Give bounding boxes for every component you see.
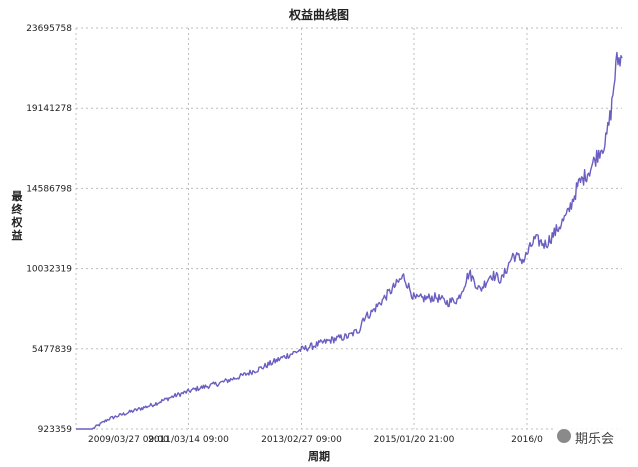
- y-tick-label: 19141278: [26, 104, 72, 114]
- watermark: 期乐会: [554, 426, 634, 447]
- y-tick-label: 923359: [38, 425, 73, 435]
- grid-lines: [75, 27, 622, 430]
- x-tick-label: 2011/03/14 09:00: [148, 435, 229, 445]
- y-axis-label: 最终权益: [11, 190, 23, 242]
- x-tick-label: 2009/03/27 09:00: [88, 435, 169, 445]
- chart-title: 权益曲线图: [288, 8, 349, 22]
- x-tick-label: 2015/01/20 21:00: [374, 435, 455, 445]
- y-tick-label: 23695758: [26, 24, 72, 34]
- y-tick-labels: 923359 5477839 10032319 14586798 19141278 236…: [26, 24, 72, 435]
- watermark-text: 期乐会: [575, 432, 615, 447]
- y-tick-label: 14586798: [26, 184, 72, 194]
- series-line: [76, 51, 623, 430]
- x-tick-label: 2016/0: [511, 435, 543, 445]
- y-tick-label: 10032319: [26, 265, 72, 275]
- x-axis-label: 周期: [308, 450, 330, 463]
- x-tick-label: 2013/02/27 09:00: [261, 435, 342, 445]
- wechat-icon: [557, 429, 571, 443]
- y-tick-label: 5477839: [32, 345, 72, 355]
